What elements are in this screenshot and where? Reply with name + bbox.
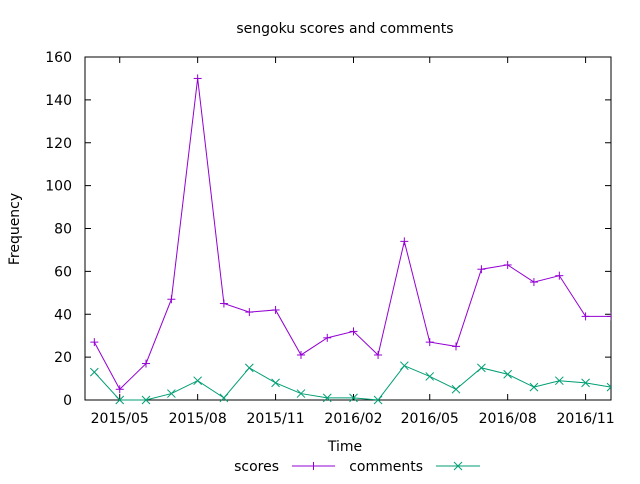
data-point-comments [477, 363, 486, 373]
data-point-comments [503, 369, 513, 379]
data-point-comments [141, 395, 151, 405]
cross-marker-b [606, 386, 611, 392]
y-tick-label: 100 [45, 179, 72, 195]
data-point-scores [141, 359, 150, 368]
cross-marker-b [115, 395, 125, 405]
legend-marker-comments [453, 461, 463, 471]
data-point-scores [529, 278, 538, 287]
y-tick-label: 60 [54, 264, 72, 280]
legend: scores comments [234, 459, 480, 475]
x-tick-label: 2015/11 [246, 411, 304, 427]
data-point-scores [425, 338, 434, 347]
cross-marker-b [322, 393, 332, 403]
cross-marker-b [399, 361, 409, 371]
data-point-comments [167, 389, 176, 398]
x-tick-label: 2016/11 [557, 411, 615, 427]
data-point-scores [581, 312, 590, 321]
plot-frame [84, 56, 612, 401]
data-point-scores [219, 299, 228, 308]
data-point-comments [451, 384, 461, 394]
data-point-scores [271, 305, 280, 314]
x-axis-label: Time [327, 439, 362, 455]
data-point-comments [425, 372, 435, 381]
plot-area: 0 20 40 60 80 100 120 140 160 2015/05 2015/08 2015/… [45, 50, 615, 427]
cross-marker-b [477, 363, 486, 373]
data-point-scores [245, 308, 254, 317]
cross-marker-b [89, 367, 99, 377]
y-tick-label: 80 [54, 222, 72, 238]
data-point-comments [219, 393, 229, 403]
cross-marker-b [554, 376, 564, 386]
series-line-scores [93, 78, 611, 391]
data-point-scores [296, 350, 305, 359]
data-point-scores [503, 260, 512, 269]
chart-title: sengoku scores and comments [236, 21, 453, 37]
y-tick-label: 120 [45, 136, 72, 152]
cross-marker-a [606, 382, 611, 388]
y-axis-label: Frequency [7, 193, 23, 265]
y-tick-label: 0 [63, 393, 72, 409]
cross-marker-b [529, 382, 539, 392]
x-tick-label: 2015/08 [169, 411, 227, 427]
y-tick-label: 160 [45, 50, 72, 66]
data-point-scores [349, 327, 358, 336]
cross-marker-b [167, 389, 176, 398]
cross-marker-b [244, 363, 254, 373]
series-scores [90, 74, 611, 394]
data-point-scores [115, 385, 124, 394]
x-tick-label: 2016/05 [401, 411, 459, 427]
data-point-comments [271, 378, 280, 388]
data-point-comments [349, 393, 358, 403]
data-point-scores [90, 338, 99, 347]
data-point-comments [296, 389, 306, 398]
legend-marker-scores [309, 462, 318, 470]
x-tick-label: 2016/08 [479, 411, 537, 427]
series-comments [89, 361, 611, 405]
cross-marker-b [193, 376, 203, 386]
data-point-scores [477, 265, 486, 274]
data-point-comments [89, 367, 99, 377]
x-tick-label: 2016/02 [324, 411, 382, 427]
data-point-scores [555, 271, 564, 280]
cross-marker-b [271, 378, 280, 388]
y-tick-label: 20 [54, 350, 72, 366]
cross-marker-b [349, 393, 358, 403]
data-point-comments [244, 363, 254, 373]
data-point-scores [607, 312, 611, 321]
data-point-comments [606, 382, 611, 392]
data-point-scores [374, 350, 383, 359]
data-point-comments [115, 395, 125, 405]
series-line-comments [93, 365, 611, 401]
data-point-comments [399, 361, 409, 371]
data-point-scores [167, 295, 176, 304]
cross-marker-b [581, 378, 590, 388]
data-point-scores [400, 237, 409, 246]
cross-marker-b [219, 393, 229, 403]
cross-marker-b [141, 395, 151, 405]
data-point-comments [554, 376, 564, 386]
cross-marker-b [503, 369, 513, 379]
legend-label-scores: scores [234, 459, 279, 475]
y-tick-label: 40 [54, 307, 72, 323]
data-point-comments [373, 395, 383, 405]
data-point-scores [193, 74, 202, 83]
data-point-comments [581, 378, 590, 388]
cross-marker-b [425, 372, 435, 381]
legend-label-comments: comments [349, 459, 423, 475]
data-point-scores [323, 333, 332, 342]
x-tick-label: 2015/05 [91, 411, 149, 427]
data-point-comments [529, 382, 539, 392]
cross-marker-b [451, 384, 461, 394]
cross-marker-b [453, 461, 463, 471]
data-point-scores [451, 342, 460, 351]
data-point-comments [322, 393, 332, 403]
cross-marker-b [373, 395, 383, 405]
data-point-comments [193, 376, 203, 386]
cross-marker-b [296, 389, 306, 398]
y-tick-label: 140 [45, 93, 72, 109]
